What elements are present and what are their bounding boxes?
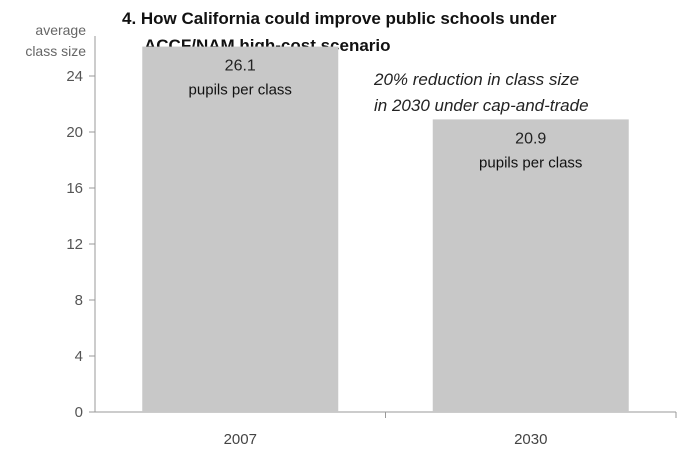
bar-value-label: 20.9 bbox=[515, 130, 546, 147]
y-tick-label: 24 bbox=[66, 68, 83, 85]
chart-title-line: 4. How California could improve public s… bbox=[122, 9, 557, 28]
bar-unit-label: pupils per class bbox=[479, 154, 582, 171]
y-tick-label: 8 bbox=[75, 292, 83, 309]
annotation-line: 20% reduction in class size bbox=[373, 70, 579, 89]
y-axis-label-line: average bbox=[35, 22, 86, 38]
bar bbox=[142, 46, 339, 412]
bars: 26.1 pupils per class 20.9 pupils per class bbox=[142, 46, 629, 413]
bar-value-label: 26.1 bbox=[225, 58, 256, 75]
y-tick-label: 4 bbox=[75, 348, 83, 365]
bar-unit-label: pupils per class bbox=[189, 82, 292, 99]
y-axis-label-line: class size bbox=[25, 43, 86, 59]
bar bbox=[432, 119, 629, 413]
annotation-line: in 2030 under cap-and-trade bbox=[374, 96, 589, 115]
y-tick-label: 16 bbox=[66, 180, 83, 197]
y-axis-label: average class size bbox=[25, 22, 86, 59]
x-category-label: 2007 bbox=[224, 431, 257, 448]
y-tick-label: 12 bbox=[66, 236, 83, 253]
y-tick-label: 0 bbox=[75, 404, 83, 421]
x-category-label: 2030 bbox=[514, 431, 547, 448]
annotation: 20% reduction in class size in 2030 unde… bbox=[373, 70, 589, 115]
y-tick-label: 20 bbox=[66, 124, 83, 141]
